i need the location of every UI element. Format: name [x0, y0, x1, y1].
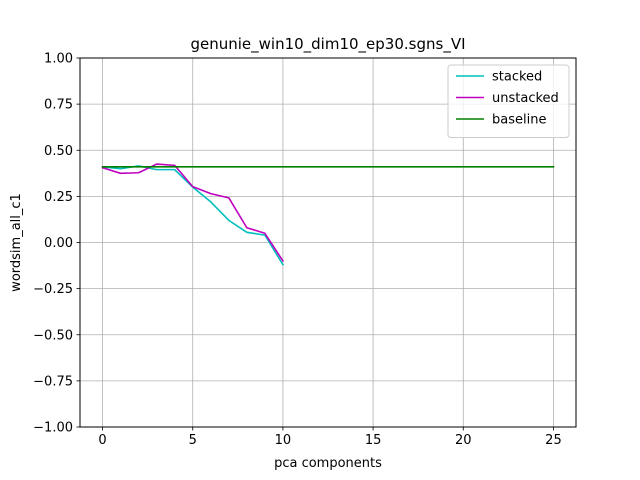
x-tick-label: 15 — [365, 433, 382, 448]
x-tick-label: 5 — [189, 433, 197, 448]
chart-title: genunie_win10_dim10_ep30.sgns_VI — [190, 35, 465, 54]
x-tick-label: 0 — [98, 433, 106, 448]
y-tick-label: 0.25 — [44, 190, 73, 205]
y-tick-label: −1.00 — [33, 421, 73, 436]
y-tick-label: 1.00 — [44, 52, 73, 67]
legend-label-stacked: stacked — [492, 70, 542, 85]
y-tick-label: −0.75 — [33, 374, 73, 389]
legend-label-unstacked: unstacked — [492, 91, 559, 106]
x-axis-label: pca components — [274, 456, 382, 471]
x-tick-label: 10 — [275, 433, 292, 448]
y-tick-label: 0.75 — [44, 98, 73, 113]
series-line-unstacked — [101, 163, 285, 263]
legend: stacked unstacked baseline — [447, 64, 570, 138]
y-tick-label: −0.50 — [33, 328, 73, 343]
legend-label-baseline: baseline — [492, 113, 546, 128]
y-tick-label: −0.25 — [33, 282, 73, 297]
y-axis-label: wordsim_all_c1 — [9, 193, 24, 292]
y-tick-label: 0.00 — [44, 236, 73, 251]
x-tick-label: 20 — [455, 433, 472, 448]
y-tick-label: 0.50 — [44, 144, 73, 159]
series-layer — [101, 163, 555, 266]
x-tick-label: 25 — [545, 433, 562, 448]
ticks: 0 5 10 15 20 25 1.00 0.75 0.50 0.25 0.00 −0.25 −0.50… — [33, 52, 562, 449]
